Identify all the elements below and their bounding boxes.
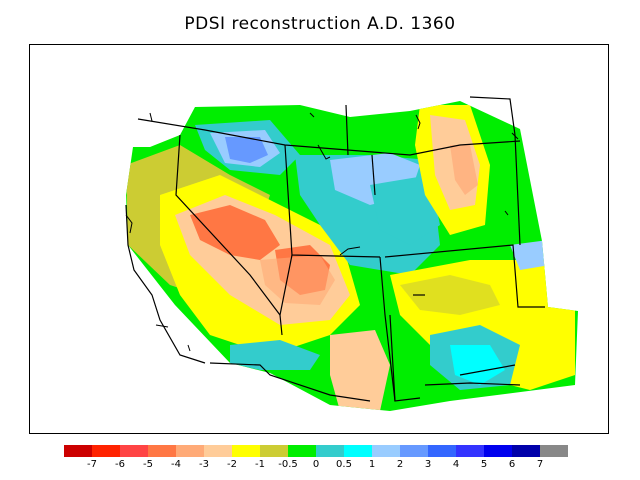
legend-tick-label: 0 [312, 459, 320, 470]
legend-tick-label: 7 [536, 459, 544, 470]
state-boundaries [125, 96, 545, 402]
legend-swatch-9 [316, 445, 344, 457]
legend-swatch-0 [64, 445, 92, 457]
legend-tick-label: -3 [199, 459, 209, 470]
legend-tick-label: 3 [424, 459, 432, 470]
legend-tick-label: -5 [143, 459, 153, 470]
color-legend: -7 -6 -5 -4 -3 -2 -1 -0.5 0 0.5 1 2 3 4 5 6 7 [64, 445, 576, 475]
legend-tick-label: -7 [87, 459, 97, 470]
legend-tick-label: 0.5 [336, 459, 352, 470]
legend-tick-label: 1 [368, 459, 376, 470]
legend-swatch-16 [512, 445, 540, 457]
pdsi-map [125, 96, 578, 411]
map-frame [29, 44, 609, 434]
legend-swatch-14 [456, 445, 484, 457]
legend-tick-label: -0.5 [278, 459, 298, 470]
legend-swatch-2 [120, 445, 148, 457]
legend-swatch-3 [148, 445, 176, 457]
legend-swatch-17 [540, 445, 568, 457]
legend-swatch-15 [484, 445, 512, 457]
legend-swatch-1 [92, 445, 120, 457]
legend-swatch-5 [204, 445, 232, 457]
legend-tick-label: 4 [452, 459, 460, 470]
legend-color-bar [64, 445, 576, 457]
legend-tick-label: -4 [171, 459, 181, 470]
legend-swatch-4 [176, 445, 204, 457]
legend-tick-label: -1 [255, 459, 265, 470]
chart-title: PDSI reconstruction A.D. 1360 [184, 14, 456, 34]
legend-tick-label: 2 [396, 459, 404, 470]
legend-tick-label: 6 [508, 459, 516, 470]
legend-swatch-7 [260, 445, 288, 457]
legend-tick-label: -6 [115, 459, 125, 470]
legend-swatch-8 [288, 445, 316, 457]
legend-swatch-6 [232, 445, 260, 457]
legend-swatch-13 [428, 445, 456, 457]
legend-swatch-12 [400, 445, 428, 457]
legend-swatch-11 [372, 445, 400, 457]
coastline-details [125, 112, 519, 352]
legend-tick-label: -2 [227, 459, 237, 470]
legend-tick-label: 5 [480, 459, 488, 470]
legend-swatch-10 [344, 445, 372, 457]
